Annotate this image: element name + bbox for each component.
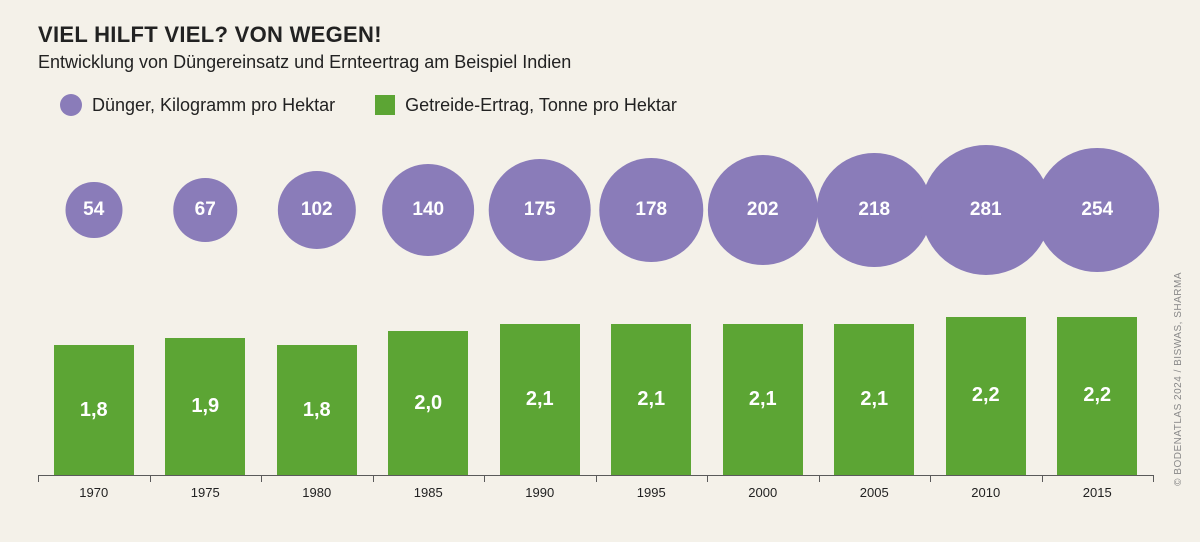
fertilizer-value: 67 bbox=[195, 199, 216, 221]
year-label: 2010 bbox=[930, 485, 1042, 500]
fertilizer-value: 281 bbox=[970, 199, 1002, 221]
yield-bar: 1,9 bbox=[165, 338, 245, 475]
yield-value: 2,2 bbox=[1083, 384, 1111, 407]
yield-bar: 1,8 bbox=[277, 345, 357, 475]
yield-bar: 2,1 bbox=[834, 324, 914, 475]
yield-value: 1,8 bbox=[80, 399, 108, 422]
axis-tick bbox=[930, 475, 931, 482]
data-column: 2005 2,1 218 bbox=[819, 130, 931, 500]
data-column: 2015 2,2 254 bbox=[1042, 130, 1154, 500]
fertilizer-circle: 254 bbox=[1035, 148, 1159, 272]
yield-value: 2,2 bbox=[972, 384, 1000, 407]
source-credit: © BODENATLAS 2024 / BISWAS, SHARMA bbox=[1173, 272, 1184, 486]
yield-bar: 2,2 bbox=[1057, 317, 1137, 475]
year-label: 1985 bbox=[373, 485, 485, 500]
data-column: 1990 2,1 175 bbox=[484, 130, 596, 500]
axis-tick bbox=[1042, 475, 1043, 482]
data-column: 1970 1,8 54 bbox=[38, 130, 150, 500]
legend-circle-icon bbox=[60, 94, 82, 116]
yield-bar: 2,1 bbox=[723, 324, 803, 475]
fertilizer-circle: 102 bbox=[278, 171, 356, 249]
axis-tick bbox=[596, 475, 597, 482]
yield-value: 2,1 bbox=[637, 388, 665, 411]
year-label: 2000 bbox=[707, 485, 819, 500]
fertilizer-value: 175 bbox=[524, 199, 556, 221]
year-label: 1970 bbox=[38, 485, 150, 500]
fertilizer-value: 140 bbox=[412, 199, 444, 221]
legend-fertilizer-label: Dünger, Kilogramm pro Hektar bbox=[92, 95, 335, 116]
fertilizer-circle: 281 bbox=[921, 145, 1051, 275]
year-label: 1990 bbox=[484, 485, 596, 500]
axis-tick bbox=[150, 475, 151, 482]
chart-title: VIEL HILFT VIEL? VON WEGEN! bbox=[38, 22, 382, 48]
yield-value: 2,1 bbox=[526, 388, 554, 411]
chart-area: 19701,85419751,96719801,810219852,014019… bbox=[38, 130, 1153, 500]
fertilizer-circle: 175 bbox=[488, 159, 591, 262]
yield-bar: 2,0 bbox=[388, 331, 468, 475]
fertilizer-value: 254 bbox=[1081, 199, 1113, 221]
data-column: 1995 2,1 178 bbox=[596, 130, 708, 500]
year-label: 2005 bbox=[819, 485, 931, 500]
fertilizer-circle: 54 bbox=[65, 182, 122, 239]
legend: Dünger, Kilogramm pro Hektar Getreide-Er… bbox=[60, 94, 677, 116]
chart-subtitle: Entwicklung von Düngereinsatz und Erntee… bbox=[38, 52, 571, 73]
fertilizer-value: 202 bbox=[747, 199, 779, 221]
fertilizer-circle: 140 bbox=[382, 164, 474, 256]
axis-tick bbox=[373, 475, 374, 482]
data-column: 2000 2,1 202 bbox=[707, 130, 819, 500]
data-column: 1975 1,9 67 bbox=[150, 130, 262, 500]
yield-value: 2,0 bbox=[414, 392, 442, 415]
yield-value: 1,9 bbox=[191, 395, 219, 418]
axis-tick bbox=[484, 475, 485, 482]
fertilizer-value: 178 bbox=[635, 199, 667, 221]
year-label: 1980 bbox=[261, 485, 373, 500]
year-label: 1975 bbox=[150, 485, 262, 500]
yield-bar: 2,1 bbox=[611, 324, 691, 475]
data-column: 2010 2,2 281 bbox=[930, 130, 1042, 500]
fertilizer-circle: 218 bbox=[817, 153, 932, 268]
data-column: 1985 2,0 140 bbox=[373, 130, 485, 500]
year-label: 2015 bbox=[1042, 485, 1154, 500]
axis-tick bbox=[707, 475, 708, 482]
fertilizer-value: 218 bbox=[858, 199, 890, 221]
yield-value: 2,1 bbox=[860, 388, 888, 411]
fertilizer-circle: 202 bbox=[708, 155, 818, 265]
yield-bar: 1,8 bbox=[54, 345, 134, 475]
fertilizer-circle: 178 bbox=[600, 158, 703, 261]
legend-square-icon bbox=[375, 95, 395, 115]
data-column: 1980 1,8 102 bbox=[261, 130, 373, 500]
fertilizer-value: 54 bbox=[83, 199, 104, 221]
axis-tick bbox=[38, 475, 39, 482]
yield-value: 2,1 bbox=[749, 388, 777, 411]
axis-tick bbox=[261, 475, 262, 482]
fertilizer-circle: 67 bbox=[174, 178, 237, 241]
yield-bar: 2,1 bbox=[500, 324, 580, 475]
fertilizer-value: 102 bbox=[301, 199, 333, 221]
axis-tick bbox=[1153, 475, 1154, 482]
axis-tick bbox=[819, 475, 820, 482]
legend-fertilizer: Dünger, Kilogramm pro Hektar bbox=[60, 94, 335, 116]
legend-yield: Getreide-Ertrag, Tonne pro Hektar bbox=[375, 95, 677, 116]
yield-bar: 2,2 bbox=[946, 317, 1026, 475]
legend-yield-label: Getreide-Ertrag, Tonne pro Hektar bbox=[405, 95, 677, 116]
year-label: 1995 bbox=[596, 485, 708, 500]
yield-value: 1,8 bbox=[303, 399, 331, 422]
